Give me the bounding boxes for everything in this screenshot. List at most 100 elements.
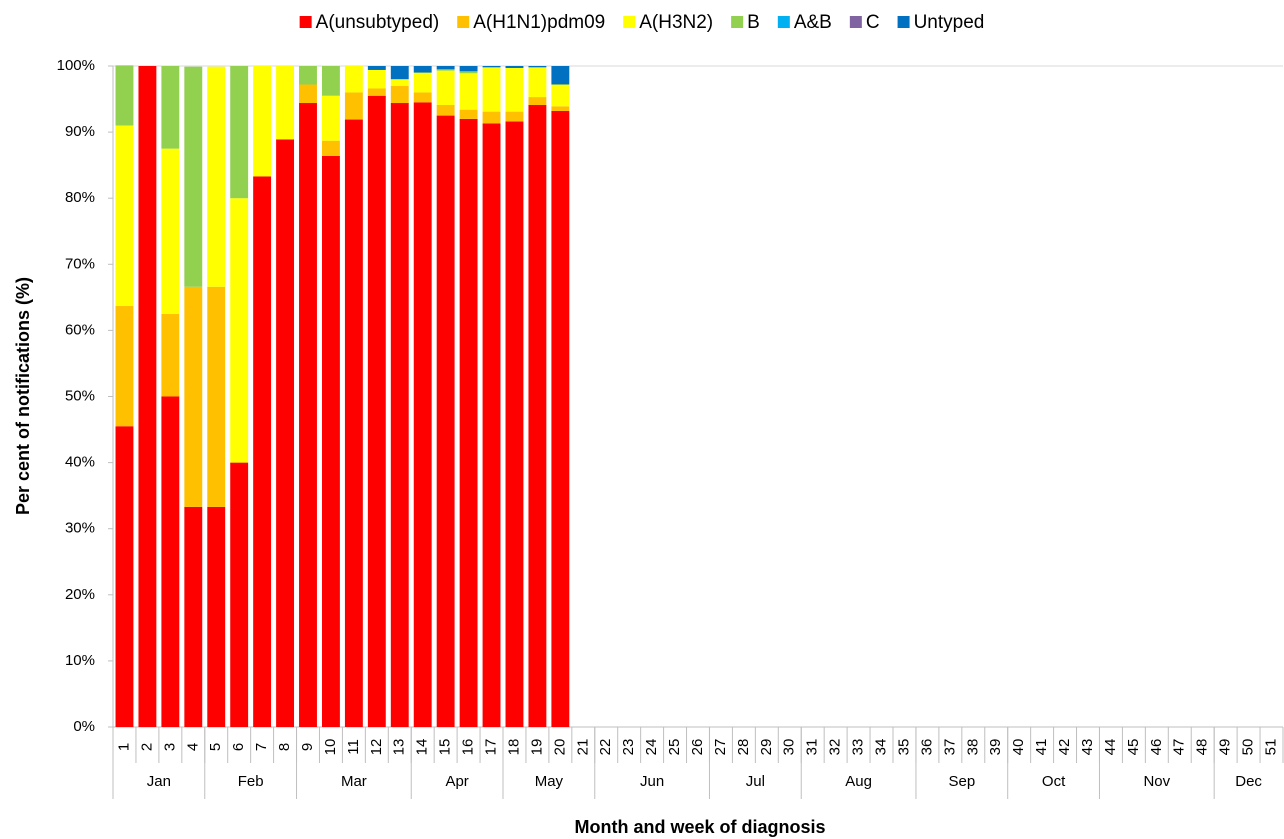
- x-tick-label: 28: [735, 739, 752, 756]
- month-label: May: [535, 773, 564, 790]
- x-tick-label: 33: [850, 739, 867, 756]
- y-tick-label: 70%: [65, 255, 95, 272]
- bar-segment: [161, 66, 180, 149]
- x-tick-label: 31: [804, 739, 821, 756]
- legend-label: Untyped: [914, 12, 985, 33]
- bar-segment: [551, 66, 570, 85]
- x-tick-label: 14: [414, 739, 431, 756]
- y-tick-label: 50%: [65, 387, 95, 404]
- bar-segment: [230, 198, 249, 463]
- x-tick-label: 30: [781, 739, 798, 756]
- x-tick-label: 35: [895, 739, 912, 756]
- x-tick-label: 11: [345, 739, 362, 755]
- x-tick-label: 32: [827, 739, 844, 756]
- bar-segment: [184, 286, 203, 507]
- legend-swatch: [849, 16, 862, 28]
- y-tick-label: 90%: [65, 123, 95, 140]
- bar-segment: [207, 286, 226, 507]
- x-tick-label: 43: [1079, 739, 1096, 756]
- bar-segment: [207, 506, 226, 727]
- x-tick-label: 50: [1240, 739, 1257, 756]
- x-tick-label: 42: [1056, 739, 1073, 756]
- x-tick-label: 7: [253, 743, 270, 751]
- x-tick-label: 29: [758, 739, 775, 756]
- legend-label: B: [747, 12, 760, 33]
- y-tick-label: 40%: [65, 454, 95, 471]
- x-tick-label: 27: [712, 739, 729, 756]
- bar-segment: [321, 66, 340, 96]
- x-tick-label: 45: [1125, 739, 1142, 756]
- bar-segment: [344, 119, 363, 727]
- x-tick-label: 17: [482, 739, 499, 756]
- month-label: Apr: [445, 773, 468, 790]
- x-tick-label: 39: [987, 739, 1004, 756]
- bar-segment: [413, 72, 432, 93]
- bar-segment: [482, 123, 501, 727]
- month-label: Aug: [845, 773, 872, 790]
- bar-segment: [551, 110, 570, 727]
- bar-segment: [459, 66, 478, 72]
- month-label: Sep: [948, 773, 975, 790]
- x-tick-label: 20: [551, 739, 568, 756]
- legend-label: A(unsubtyped): [316, 12, 440, 33]
- x-tick-label: 9: [299, 743, 316, 751]
- bar-segment: [528, 67, 547, 98]
- x-tick-label: 37: [941, 739, 958, 756]
- x-tick-label: 4: [184, 743, 201, 751]
- month-label: Dec: [1235, 773, 1262, 790]
- month-label: Oct: [1042, 773, 1066, 790]
- month-label: Jul: [746, 773, 765, 790]
- bar-segment: [528, 104, 547, 727]
- x-tick-label: 48: [1194, 739, 1211, 756]
- x-tick-label: 26: [689, 739, 706, 756]
- x-tick-label: 34: [872, 739, 889, 756]
- bar-segment: [344, 66, 363, 93]
- bar-segment: [551, 106, 570, 111]
- x-tick-label: 5: [207, 743, 224, 751]
- x-tick-label: 51: [1262, 739, 1279, 756]
- bar-segment: [299, 66, 317, 85]
- bar-segment: [459, 73, 478, 110]
- bar-segment: [505, 121, 524, 728]
- bar-segment: [390, 85, 409, 104]
- x-tick-label: 2: [138, 743, 155, 751]
- x-tick-label: 38: [964, 739, 981, 756]
- y-tick-label: 10%: [65, 652, 95, 669]
- bar-segment: [482, 111, 501, 124]
- bar-segment: [459, 118, 478, 727]
- bar-segment: [413, 66, 432, 73]
- month-label: Jun: [640, 773, 664, 790]
- legend-label: C: [866, 12, 880, 33]
- month-label: Feb: [238, 773, 264, 790]
- bar-segment: [253, 66, 272, 177]
- y-tick-label: 60%: [65, 321, 95, 338]
- x-tick-label: 10: [322, 739, 339, 756]
- legend-label: A(H1N1)pdm09: [473, 12, 605, 33]
- bar-segment: [528, 97, 547, 105]
- legend-swatch: [777, 16, 790, 28]
- x-tick-label: 18: [505, 739, 522, 756]
- bar-segment: [367, 66, 386, 70]
- bar-segment: [184, 66, 203, 287]
- bar-segment: [436, 115, 455, 727]
- bar-segment: [161, 313, 180, 397]
- bar-segment: [367, 69, 386, 89]
- y-tick-label: 30%: [65, 520, 95, 537]
- bar-segment: [321, 155, 340, 727]
- x-tick-label: 47: [1171, 739, 1188, 756]
- legend-swatch: [897, 16, 910, 28]
- x-axis-title: Month and week of diagnosis: [574, 817, 825, 837]
- bar-segment: [551, 84, 570, 107]
- bar-segment: [367, 88, 386, 96]
- bar-segment: [115, 65, 134, 126]
- bar-segment: [321, 95, 340, 141]
- x-tick-label: 6: [230, 743, 247, 751]
- bar-segment: [276, 66, 295, 140]
- bar-segment: [482, 66, 501, 68]
- x-tick-label: 36: [918, 739, 935, 756]
- bar-segment: [505, 111, 524, 122]
- bar-segment: [367, 95, 386, 728]
- bar-segment: [390, 103, 409, 728]
- legend-swatch: [731, 16, 744, 28]
- bar-segment: [413, 102, 432, 728]
